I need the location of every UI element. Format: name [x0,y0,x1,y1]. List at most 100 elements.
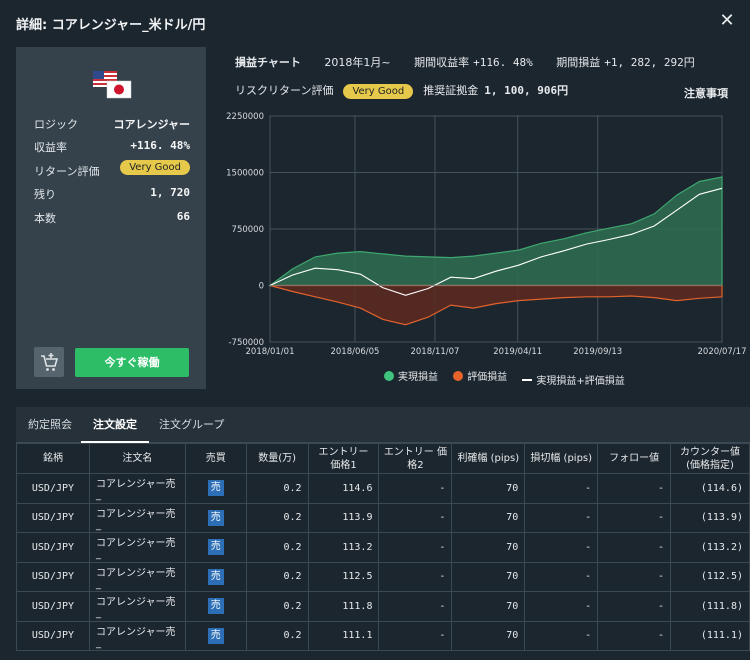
period-pl-label: 期間損益 [556,56,601,69]
table-row[interactable]: USD/JPY コアレンジャー売_ 売 0.2 112.5-70- - (112.5) [16,561,750,592]
cell-take-profit: 70 [451,502,526,533]
cell-entry-price1: 113.9 [307,502,380,533]
cell-symbol: USD/JPY [16,620,90,651]
table-row[interactable]: USD/JPY コアレンジャー売_ 売 0.2 114.6-70- - (114.6) [16,473,750,504]
table-row[interactable]: USD/JPY コアレンジャー売_ 売 0.2 113.2-70- - (113.2) [16,532,750,563]
col-follow[interactable]: フォロー値 [597,443,672,474]
x-tick-label: 2019/04/11 [493,347,542,357]
cell-order-name: コアレンジャー売_ [88,473,186,504]
cell-follow: - [597,532,672,563]
remaining-value: 1, 720 [150,186,190,199]
cell-entry-price1: 111.8 [307,591,380,622]
cart-button[interactable] [34,347,64,377]
sell-badge: 売 [207,627,224,644]
cell-entry-price1: 113.2 [307,532,380,563]
sell-badge: 売 [207,480,224,497]
cell-order-name: コアレンジャー売_ [88,620,186,651]
x-tick-label: 2019/09/13 [573,347,622,357]
tab-executions[interactable]: 約定照会 [28,418,72,431]
cell-follow: - [597,473,672,504]
cell-counter: (112.5) [670,561,750,592]
close-icon[interactable]: ✕ [719,10,735,31]
logic-label: ロジック [34,118,78,131]
table-row[interactable]: USD/JPY コアレンジャー売_ 売 0.2 111.8-70- - (111.8) [16,591,750,622]
return-rating-badge: Very Good [120,160,190,175]
cell-counter: (113.2) [670,532,750,563]
col-entry-price1[interactable]: エントリー 価格1 [307,443,380,474]
margin-label: 推奨証拠金 [423,84,479,97]
cell-entry-price2: - [378,561,453,592]
col-counter[interactable]: カウンター値 (価格指定) [670,443,750,474]
cell-quantity: 0.2 [245,532,309,563]
col-stop-loss[interactable]: 損切幅 (pips) [524,443,599,474]
cell-entry-price1: 111.1 [307,620,380,651]
cell-order-name: コアレンジャー売_ [88,502,186,533]
cell-symbol: USD/JPY [16,502,90,533]
margin-value: 1, 100, 906円 [484,84,569,97]
cell-entry-price2: - [378,473,453,504]
table-row[interactable]: USD/JPY コアレンジャー売_ 売 0.2 111.1-70- - (111.1) [16,620,750,651]
tab-order-group[interactable]: 注文グループ [159,418,225,431]
sell-badge: 売 [207,568,224,585]
cell-entry-price2: - [378,620,453,651]
count-label: 本数 [34,212,56,225]
cell-entry-price1: 112.5 [307,561,380,592]
return-rate-row: 収益率 +116. 48% [34,136,190,156]
unrealized-area [269,284,723,326]
cell-follow: - [597,502,672,533]
notice-link[interactable]: 注意事項 [684,87,728,100]
y-tick-label: 750000 [232,225,264,235]
legend-total[interactable]: 実現損益+評価損益 [522,372,625,387]
period-return-label: 期間収益率 [414,56,470,69]
col-entry-price2[interactable]: エントリー 価格2 [378,443,453,474]
cell-counter: (113.9) [670,502,750,533]
legend-realized[interactable]: 実現損益 [384,368,438,383]
cell-quantity: 0.2 [245,502,309,533]
legend-unrealized[interactable]: 評価損益 [453,368,507,383]
cell-quantity: 0.2 [245,561,309,592]
return-rate-value: +116. 48% [130,139,190,152]
count-row: 本数 66 [34,207,190,227]
chart-label: 損益チャート [235,56,301,69]
col-quantity[interactable]: 数量(万) [245,443,309,474]
cell-take-profit: 70 [451,591,526,622]
x-tick-label: 2020/07/17 [698,347,747,357]
col-take-profit[interactable]: 利確幅 (pips) [451,443,526,474]
cell-quantity: 0.2 [245,591,309,622]
cell-symbol: USD/JPY [16,532,90,563]
cell-take-profit: 70 [451,473,526,504]
start-trading-button[interactable]: 今すぐ稼働 [75,348,189,377]
title-bar: 詳細: コアレンジャー_米ドル/円 ✕ [0,0,750,44]
remaining-row: 残り 1, 720 [34,183,190,203]
cell-side: 売 [184,561,247,592]
cell-order-name: コアレンジャー売_ [88,591,186,622]
tab-bar: 約定照会 注文設定 注文グループ [16,407,750,443]
cell-stop-loss: - [524,591,599,622]
cell-quantity: 0.2 [245,473,309,504]
y-tick-label: 1500000 [226,169,264,179]
count-value: 66 [176,210,190,223]
cell-quantity: 0.2 [245,620,309,651]
cell-stop-loss: - [524,502,599,533]
col-order-name[interactable]: 注文名 [88,443,186,474]
unrealized-dot-icon [453,370,464,381]
cell-counter: (111.8) [670,591,750,622]
x-tick-label: 2018/06/05 [330,347,379,357]
cell-entry-price2: - [378,502,453,533]
sell-badge: 売 [207,598,224,615]
col-symbol[interactable]: 銘柄 [16,443,90,474]
tab-order-settings[interactable]: 注文設定 [81,407,149,443]
order-table: 銘柄 注文名 売買 数量(万) エントリー 価格1 エントリー 価格2 利確幅 … [16,443,750,651]
col-side[interactable]: 売買 [184,443,247,474]
risk-label: リスクリターン評価 [235,84,334,97]
cell-stop-loss: - [524,620,599,651]
return-rating-label: リターン評価 [34,165,100,178]
table-row[interactable]: USD/JPY コアレンジャー売_ 売 0.2 113.9-70- - (113.9) [16,502,750,533]
table-header: 銘柄 注文名 売買 数量(万) エントリー 価格1 エントリー 価格2 利確幅 … [16,443,750,474]
realized-dot-icon [384,370,394,381]
cell-order-name: コアレンジャー売_ [88,532,186,563]
cell-side: 売 [184,532,247,563]
cell-follow: - [597,591,672,622]
period-start: 2018年1月~ [324,56,391,69]
chart-summary: 損益チャート 2018年1月~ 期間収益率 +116. 48% 期間損益 +1, 2… [235,54,715,70]
